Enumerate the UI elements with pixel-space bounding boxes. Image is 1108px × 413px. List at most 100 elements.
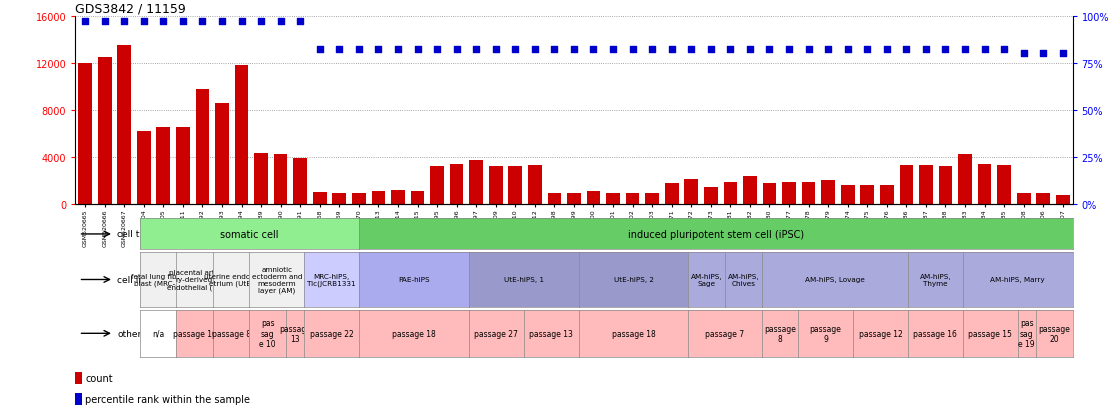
- Bar: [254, 154, 268, 204]
- Text: AM-hiPS,
Sage: AM-hiPS, Sage: [691, 273, 722, 286]
- Point: [917, 47, 935, 54]
- Bar: [880, 186, 894, 204]
- Bar: [1056, 196, 1069, 204]
- Text: passage 16: passage 16: [173, 329, 216, 338]
- Text: passage 16: passage 16: [913, 329, 957, 338]
- Bar: [470, 161, 483, 204]
- Point: [428, 47, 445, 54]
- Bar: [762, 183, 777, 204]
- Point: [154, 19, 172, 26]
- Bar: [586, 192, 601, 204]
- Text: passage
20: passage 20: [1038, 324, 1070, 343]
- Text: passage
13: passage 13: [279, 324, 311, 343]
- Text: passage
8: passage 8: [763, 324, 796, 343]
- Bar: [919, 166, 933, 204]
- Bar: [312, 193, 327, 204]
- Bar: [215, 103, 229, 204]
- Bar: [137, 132, 151, 204]
- Bar: [430, 167, 444, 204]
- Point: [604, 47, 622, 54]
- Bar: [743, 176, 757, 204]
- Text: fetal lung fibro
blast (MRC-5): fetal lung fibro blast (MRC-5): [132, 273, 184, 287]
- Bar: [958, 155, 972, 204]
- Point: [1015, 51, 1033, 57]
- Text: count: count: [85, 373, 113, 383]
- Bar: [371, 192, 386, 204]
- Point: [448, 47, 465, 54]
- Bar: [391, 190, 404, 204]
- Point: [800, 47, 818, 54]
- Point: [859, 47, 876, 54]
- Point: [233, 19, 250, 26]
- Bar: [626, 194, 639, 204]
- Point: [1035, 51, 1053, 57]
- Point: [936, 47, 954, 54]
- Bar: [645, 194, 659, 204]
- Text: placental arte
ry-derived
endothelial (PA: placental arte ry-derived endothelial (P…: [167, 270, 222, 290]
- Text: percentile rank within the sample: percentile rank within the sample: [85, 394, 250, 404]
- Bar: [861, 186, 874, 204]
- Bar: [274, 155, 287, 204]
- Point: [683, 47, 700, 54]
- Point: [819, 47, 837, 54]
- Point: [468, 47, 485, 54]
- Point: [194, 19, 212, 26]
- Point: [741, 47, 759, 54]
- Text: UtE-hiPS, 2: UtE-hiPS, 2: [614, 277, 654, 283]
- Bar: [117, 46, 131, 204]
- Bar: [900, 166, 913, 204]
- Bar: [509, 167, 522, 204]
- Text: passage 27: passage 27: [474, 329, 519, 338]
- Bar: [98, 58, 112, 204]
- Bar: [606, 194, 619, 204]
- Bar: [489, 167, 503, 204]
- Point: [271, 19, 289, 26]
- Bar: [782, 182, 796, 204]
- Point: [663, 47, 680, 54]
- Text: uterine endom
etrium (UtE): uterine endom etrium (UtE): [205, 273, 258, 287]
- Bar: [841, 186, 854, 204]
- Bar: [411, 192, 424, 204]
- Bar: [75, 373, 82, 384]
- Point: [545, 47, 563, 54]
- Text: induced pluripotent stem cell (iPSC): induced pluripotent stem cell (iPSC): [628, 229, 804, 240]
- Bar: [235, 66, 248, 204]
- Text: AM-hiPS, Lovage: AM-hiPS, Lovage: [804, 277, 864, 283]
- Point: [780, 47, 798, 54]
- Bar: [450, 164, 463, 204]
- Point: [897, 47, 915, 54]
- Text: AM-hiPS,
Chives: AM-hiPS, Chives: [728, 273, 759, 286]
- Bar: [685, 180, 698, 204]
- Text: amniotic
ectoderm and
mesoderm
layer (AM): amniotic ectoderm and mesoderm layer (AM…: [252, 266, 302, 294]
- Point: [311, 47, 329, 54]
- Bar: [294, 159, 307, 204]
- Point: [95, 19, 113, 26]
- Bar: [196, 89, 209, 204]
- Point: [291, 19, 309, 26]
- Point: [702, 47, 720, 54]
- Point: [389, 47, 407, 54]
- Point: [370, 47, 388, 54]
- Point: [565, 47, 583, 54]
- Point: [976, 47, 994, 54]
- Point: [839, 47, 856, 54]
- Point: [76, 19, 94, 26]
- Text: passage 12: passage 12: [859, 329, 902, 338]
- Point: [721, 47, 739, 54]
- Bar: [529, 166, 542, 204]
- Text: somatic cell: somatic cell: [220, 229, 278, 240]
- Bar: [176, 128, 189, 204]
- Text: cell type: cell type: [117, 230, 156, 239]
- Text: passage 13: passage 13: [530, 329, 573, 338]
- Text: passage 22: passage 22: [310, 329, 353, 338]
- Bar: [352, 194, 366, 204]
- Point: [624, 47, 642, 54]
- Point: [526, 47, 544, 54]
- Bar: [997, 166, 1010, 204]
- Text: passage 18: passage 18: [612, 329, 656, 338]
- Text: MRC-hiPS,
Tic(JCRB1331: MRC-hiPS, Tic(JCRB1331: [307, 273, 356, 287]
- Bar: [977, 164, 992, 204]
- Point: [409, 47, 427, 54]
- Point: [956, 47, 974, 54]
- Text: AM-hiPS,
Thyme: AM-hiPS, Thyme: [920, 273, 951, 286]
